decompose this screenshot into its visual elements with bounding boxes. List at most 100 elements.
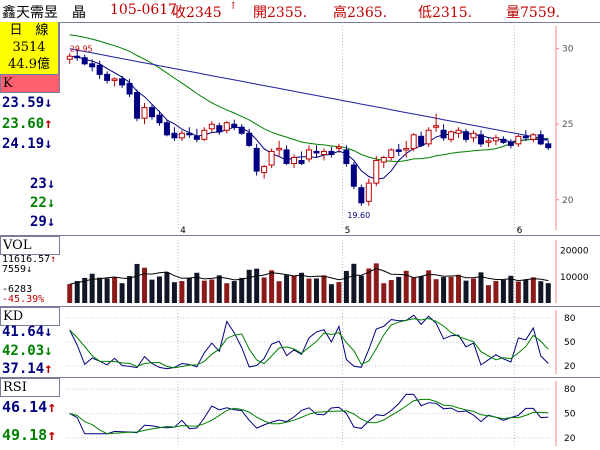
candle-body — [96, 64, 103, 75]
volume-bar — [156, 276, 162, 303]
volume-bar — [508, 275, 514, 303]
volume-bar — [426, 270, 432, 303]
y-tick-label: 20000 — [560, 247, 589, 257]
trend-arrow-icon: ↑ — [44, 361, 53, 377]
y-tick-label: 30 — [562, 45, 574, 55]
price-annotation: 29.95 — [70, 44, 93, 53]
candle-body — [246, 132, 253, 146]
volume-bar — [284, 275, 290, 303]
volume-bar — [321, 275, 327, 303]
trend-arrow-icon: ↓ — [26, 264, 33, 275]
vol-value: -6283 — [2, 284, 32, 295]
kd-value: 41.64↓ — [2, 324, 53, 340]
trend-arrow-icon: ↓ — [46, 214, 56, 230]
vol-panel-tab[interactable]: VOL — [0, 236, 60, 255]
volume-bar — [433, 279, 439, 303]
volume-bar — [388, 280, 394, 303]
candle-body — [470, 132, 477, 139]
k-small-text: 29 — [30, 214, 47, 230]
volume-bar — [403, 270, 409, 303]
k-value-text: 23.59 — [2, 95, 45, 111]
candle-body — [448, 131, 455, 140]
ma60-line — [69, 48, 549, 141]
volume-bar — [470, 278, 476, 303]
candle-body — [328, 150, 335, 155]
period-label: 日 線 — [9, 23, 49, 38]
kd-value-text: 42.03 — [2, 343, 45, 359]
vol-value: 7559↓ — [2, 264, 32, 275]
candle-body — [388, 149, 395, 158]
volume-bar — [127, 276, 133, 303]
info-box: 日 線 3514 44.9億 — [0, 22, 60, 74]
volume-bar — [261, 277, 267, 303]
volume-bar — [515, 281, 521, 303]
panel-divider — [0, 235, 600, 236]
candle-body — [223, 122, 230, 131]
candle-body — [537, 134, 544, 145]
trend-arrow-icon: ↓ — [44, 95, 53, 111]
quote-header: 鑫天需昱 晶 105-0617 收2345 ↑ 開2355. 高2365. 低2… — [0, 0, 600, 23]
candle-body — [163, 122, 170, 136]
candle-body — [515, 135, 522, 145]
candle-body — [492, 137, 499, 142]
candle-body — [306, 149, 312, 160]
candle-body — [530, 134, 537, 140]
volume-bar — [231, 281, 237, 303]
volume-bar — [418, 276, 424, 303]
rsi-slow-line — [69, 398, 549, 435]
volume-bar — [224, 283, 230, 303]
rsi-fast-line — [69, 393, 549, 435]
trend-arrow-icon: ↑ — [50, 254, 57, 265]
candle-body — [373, 159, 380, 184]
panel-divider — [0, 306, 600, 307]
candle-body — [134, 91, 141, 119]
volume-bar — [67, 284, 73, 303]
candle-body — [104, 73, 111, 81]
k-small-value: 23↓ — [30, 176, 55, 192]
volume-ma-line — [69, 267, 549, 285]
kd-panel-tab[interactable]: KD — [0, 307, 60, 326]
candle-body — [365, 182, 372, 202]
volume-bar — [441, 277, 447, 303]
y-tick-label: 20 — [564, 362, 576, 372]
candle-body — [171, 132, 178, 139]
volume-bar — [134, 263, 140, 303]
volume-bar — [209, 279, 215, 303]
volume-bar — [366, 268, 372, 303]
candle-body — [313, 150, 320, 154]
volume-bar — [82, 277, 88, 303]
candle-body — [335, 146, 342, 149]
ma20-line — [69, 34, 549, 163]
y-tick-label: 50 — [564, 410, 576, 420]
k-value-text: 23.60 — [2, 116, 45, 132]
candle-body — [410, 134, 417, 149]
rsi-value-text: 49.18 — [2, 426, 48, 444]
volume-bar — [97, 277, 103, 303]
candle-body — [425, 129, 432, 145]
k-line — [69, 314, 549, 370]
rsi-panel-tab[interactable]: RSI — [0, 378, 60, 397]
candle-body — [231, 123, 238, 128]
k-small-value: 29↓ — [30, 214, 55, 230]
volume-bar — [396, 276, 402, 303]
candle-body — [358, 187, 365, 204]
volume-bar — [456, 274, 462, 303]
candle-body — [298, 159, 305, 165]
volume-bar — [313, 278, 319, 303]
trade-amount: 44.9億 — [8, 57, 50, 72]
candle-body — [343, 149, 350, 165]
volume-bar — [89, 273, 95, 303]
quote-date: 105-0617 — [110, 2, 178, 18]
open-price: 開2355. — [253, 5, 308, 21]
volume-bar — [201, 280, 207, 303]
trend-arrow-icon: ↓ — [44, 136, 53, 152]
volume-bar — [463, 280, 469, 303]
volume-bar — [104, 278, 110, 303]
volume-bar — [149, 279, 155, 303]
candle-body — [522, 135, 529, 139]
candle-body — [186, 132, 193, 136]
candle-body — [141, 107, 148, 119]
k-panel-tab[interactable]: K — [0, 74, 60, 93]
volume-bar — [411, 277, 417, 303]
k-small-value: 22↓ — [30, 195, 55, 211]
